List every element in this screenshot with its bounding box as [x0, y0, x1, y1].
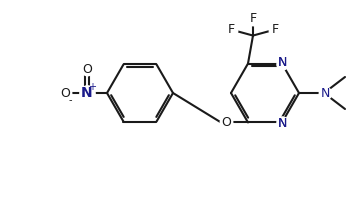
Text: +: + [88, 82, 96, 92]
Text: N: N [277, 56, 287, 69]
Text: F: F [271, 23, 279, 36]
Text: O: O [82, 62, 92, 76]
Text: F: F [249, 12, 257, 25]
Text: N: N [320, 87, 330, 100]
Text: N: N [277, 56, 287, 69]
Text: N: N [277, 117, 287, 130]
Text: O: O [221, 116, 231, 129]
Text: O: O [60, 87, 70, 100]
Text: N: N [277, 117, 287, 130]
Text: -: - [68, 95, 72, 105]
Text: N: N [81, 86, 93, 100]
Text: F: F [227, 23, 235, 36]
